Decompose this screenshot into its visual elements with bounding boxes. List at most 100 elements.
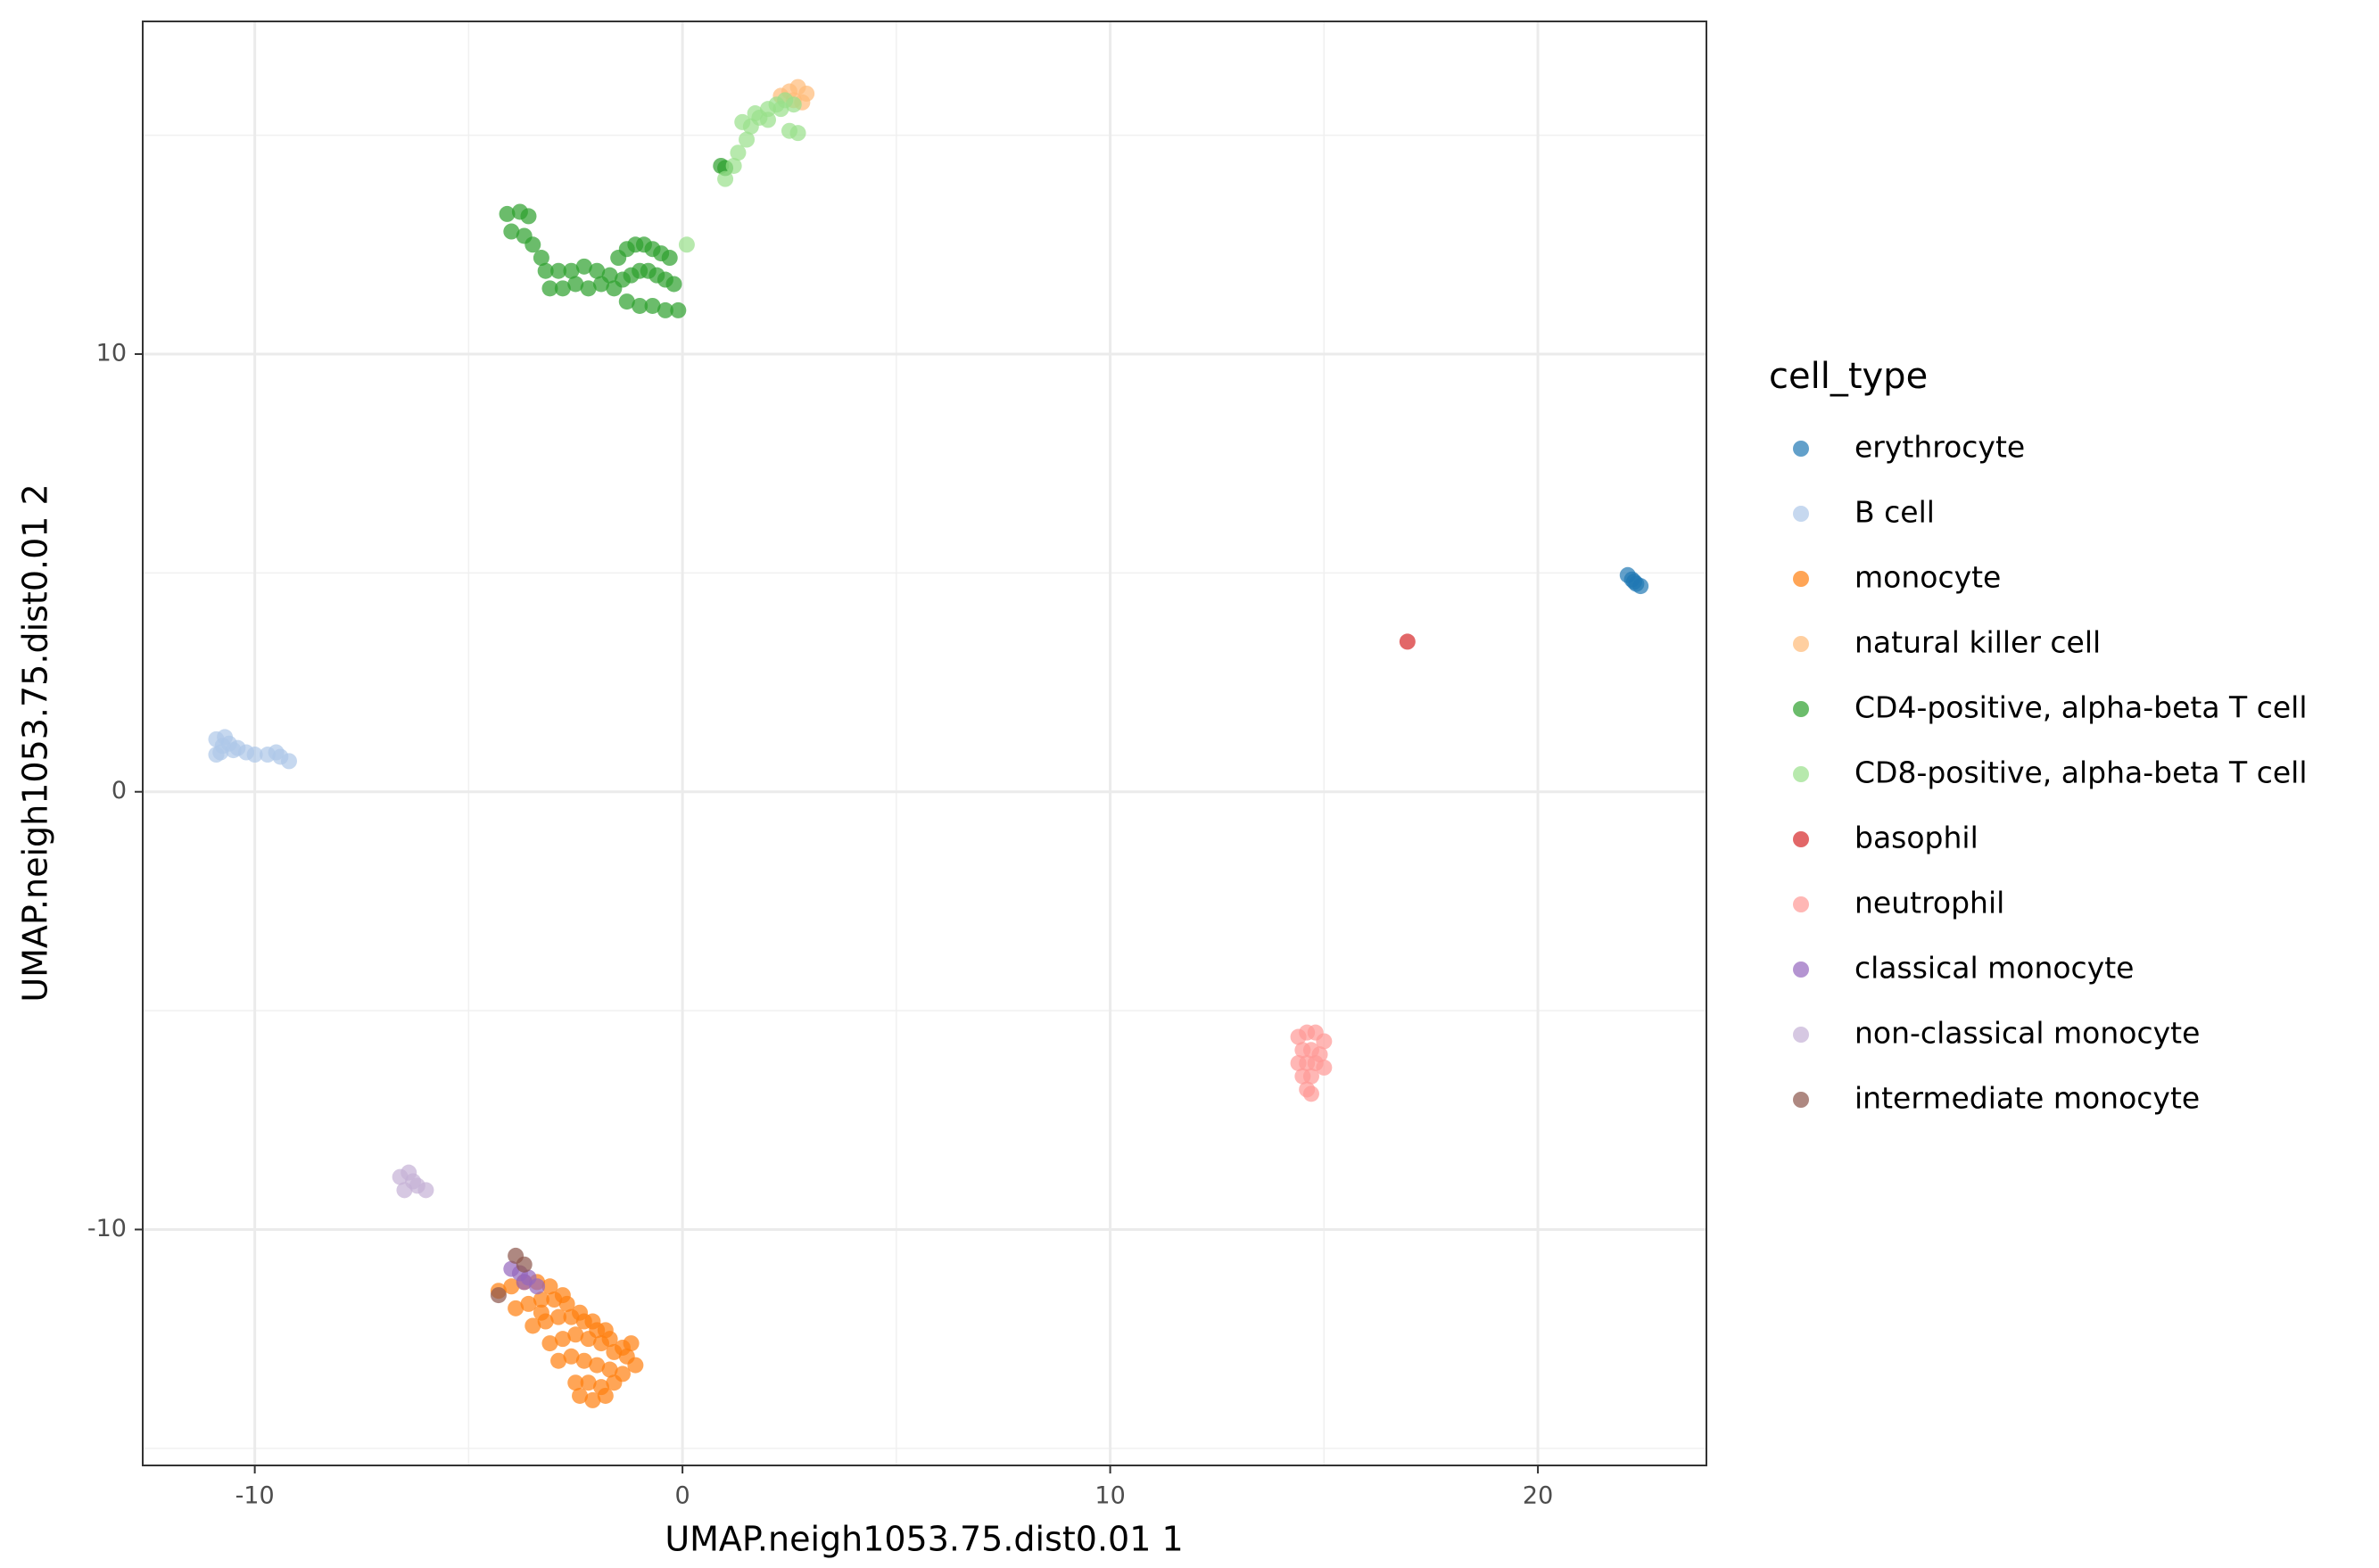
point xyxy=(503,1278,520,1295)
point xyxy=(516,1256,533,1273)
point xyxy=(661,250,678,267)
legend-label: intermediate monocyte xyxy=(1854,1081,2200,1116)
point xyxy=(670,301,687,318)
legend-label: classical monocyte xyxy=(1854,951,2134,986)
point xyxy=(589,1357,606,1374)
x-tick-label: 10 xyxy=(1095,1482,1125,1510)
point xyxy=(490,1287,507,1304)
point xyxy=(268,744,285,761)
point xyxy=(550,1308,567,1325)
point xyxy=(575,258,592,275)
legend-key xyxy=(1793,896,1809,912)
point xyxy=(572,1387,589,1404)
point xyxy=(657,301,673,318)
y-tick-label: 10 xyxy=(96,339,127,367)
point xyxy=(529,1278,546,1295)
legend-key xyxy=(1793,1027,1809,1043)
legend-key xyxy=(1793,1092,1809,1108)
legend-key xyxy=(1793,636,1809,652)
legend-label: basophil xyxy=(1854,821,1978,855)
point xyxy=(644,297,661,314)
point xyxy=(575,1313,592,1330)
point xyxy=(1316,1059,1333,1076)
point xyxy=(593,1335,610,1352)
point xyxy=(632,297,648,314)
series xyxy=(392,1164,434,1199)
point xyxy=(580,1374,597,1391)
point xyxy=(520,208,537,225)
point xyxy=(533,1292,549,1308)
legend-key xyxy=(1793,441,1809,457)
point xyxy=(499,205,516,222)
point xyxy=(508,1300,525,1316)
legend-label: erythrocyte xyxy=(1854,430,2025,465)
legend-key xyxy=(1793,701,1809,717)
point xyxy=(567,276,584,293)
point xyxy=(627,1357,644,1374)
point xyxy=(558,1295,575,1312)
point xyxy=(747,105,764,122)
point xyxy=(789,125,806,142)
point xyxy=(575,1352,592,1369)
point xyxy=(533,250,549,267)
point xyxy=(563,262,580,279)
point xyxy=(563,1348,580,1365)
x-tick-label: 20 xyxy=(1523,1482,1553,1510)
point xyxy=(772,101,789,118)
x-tick-label: -10 xyxy=(235,1482,275,1510)
point xyxy=(525,236,541,253)
point xyxy=(606,1343,623,1360)
point xyxy=(760,111,777,128)
point xyxy=(550,262,567,279)
point xyxy=(567,1326,584,1343)
series xyxy=(208,729,297,770)
point xyxy=(541,280,558,297)
point xyxy=(678,236,695,253)
legend-key xyxy=(1793,961,1809,978)
x-axis-title: UMAP.neigh1053.75.dist0.01 1 xyxy=(665,1520,1183,1559)
series xyxy=(1290,1024,1333,1102)
point xyxy=(623,1335,640,1352)
legend-label: monocyte xyxy=(1854,560,2001,595)
point xyxy=(580,280,597,297)
legend-key xyxy=(1793,766,1809,782)
point xyxy=(734,113,751,130)
point xyxy=(554,1331,571,1348)
legend-key xyxy=(1793,831,1809,847)
point xyxy=(225,742,242,759)
point xyxy=(563,1308,580,1325)
series xyxy=(490,1247,533,1304)
point xyxy=(405,1173,422,1190)
point xyxy=(550,1352,567,1369)
point xyxy=(618,293,635,310)
point xyxy=(246,747,263,763)
point xyxy=(567,1374,584,1391)
point xyxy=(541,1335,558,1352)
legend-label: B cell xyxy=(1854,495,1935,530)
point xyxy=(580,1331,597,1348)
point xyxy=(516,1274,533,1291)
point xyxy=(541,1278,558,1295)
point xyxy=(725,157,742,174)
legend-label: CD4-positive, alpha-beta T cell xyxy=(1854,690,2308,725)
y-tick-label: 0 xyxy=(112,777,127,805)
point xyxy=(597,1387,614,1404)
panel-border xyxy=(142,21,1707,1466)
point xyxy=(665,276,682,293)
legend-title: cell_type xyxy=(1769,356,1928,397)
series xyxy=(678,92,806,253)
legend-label: non-classical monocyte xyxy=(1854,1016,2200,1051)
series xyxy=(1619,566,1649,595)
point xyxy=(589,262,606,279)
x-tick-label: 0 xyxy=(675,1482,690,1510)
point xyxy=(533,1304,549,1321)
series xyxy=(503,1260,546,1295)
point xyxy=(520,1295,537,1312)
point xyxy=(1316,1033,1333,1050)
point xyxy=(1399,633,1416,650)
legend-label: CD8-positive, alpha-beta T cell xyxy=(1854,755,2308,790)
point xyxy=(1302,1068,1319,1085)
